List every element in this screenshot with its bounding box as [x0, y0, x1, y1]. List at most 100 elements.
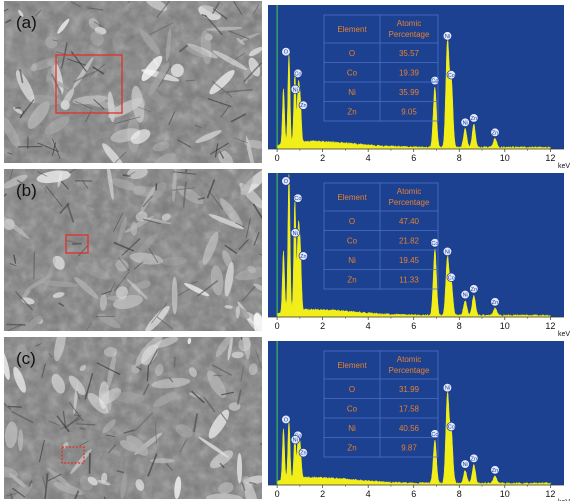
sem-edge: [64, 414, 82, 430]
x-tick-label: 6: [411, 321, 416, 331]
sem-flake: [145, 451, 164, 474]
sem-edge: [196, 280, 219, 298]
peak-marker: [293, 193, 303, 203]
sem-edge: [70, 1, 81, 8]
sem-edge: [147, 453, 158, 477]
sem-flake: [138, 233, 158, 254]
peak-marker: [298, 251, 308, 261]
sem-flake: [78, 261, 111, 280]
table-cell-value: 9.05: [401, 107, 417, 116]
x-tick-label: 10: [500, 153, 510, 163]
sem-flake: [139, 185, 156, 215]
peak-marker-label: O: [284, 50, 289, 56]
sem-flake: [209, 450, 234, 469]
sem-flake: [170, 63, 184, 78]
sem-flake: [218, 482, 234, 495]
sem-flake: [4, 218, 15, 230]
roi-rectangle: [55, 54, 123, 114]
sem-flake: [99, 388, 122, 405]
element-table: Element Atomic Percentage O 35.57 Co 19.39 Ni 35…: [323, 14, 439, 122]
x-tick-label: 0: [275, 153, 280, 163]
sem-edge: [154, 421, 157, 444]
table-header-atomic: Atomic: [397, 187, 421, 196]
sem-flake: [145, 305, 170, 331]
sem-edge: [116, 469, 125, 474]
sem-flake: [130, 221, 138, 237]
x-unit-label: keV: [558, 499, 570, 501]
table-header-percentage: Percentage: [389, 30, 430, 39]
peak-marker: [298, 448, 308, 458]
sem-edge: [47, 473, 62, 482]
table-cell-value: 11.33: [399, 275, 419, 284]
sem-flake: [112, 38, 119, 55]
sem-flake: [205, 493, 244, 499]
sem-flake: [204, 230, 222, 236]
sem-flake: [209, 70, 235, 95]
sem-edge: [234, 222, 244, 228]
sem-flake: [212, 50, 248, 71]
table-cell-element: Ni: [348, 88, 356, 97]
sem-flake: [224, 305, 233, 309]
peak-marker: [293, 68, 303, 79]
sem-edge: [52, 138, 61, 160]
sem-flake: [4, 174, 28, 189]
table-cell-value: 40.56: [399, 424, 420, 433]
sem-edge: [148, 349, 159, 366]
sem-flake: [110, 128, 141, 143]
sem-edge: [108, 281, 116, 296]
sem-flake: [47, 60, 54, 67]
table-cell-element: Zn: [347, 275, 356, 284]
sem-flake: [145, 1, 168, 12]
x-tick-label: 8: [457, 153, 462, 163]
table-header-element: Element: [337, 361, 367, 370]
sem-edge: [177, 288, 190, 297]
sem-edge: [19, 99, 35, 118]
sem-flake: [90, 31, 104, 46]
sem-edge: [172, 171, 197, 175]
peak-marker-label: Ni: [445, 249, 450, 255]
sem-edge: [68, 169, 77, 174]
sem-edge: [122, 174, 131, 177]
peak-marker-label: Ni: [463, 293, 468, 299]
sem-flake: [244, 140, 262, 149]
sem-flake: [234, 266, 262, 281]
sem-edge: [211, 2, 220, 14]
peak-marker-label: Co: [448, 425, 455, 431]
sem-flake: [106, 295, 127, 301]
sem-flake: [46, 467, 71, 487]
sem-flake: [154, 337, 179, 348]
sem-flake: [57, 18, 70, 34]
sem-edge: [48, 352, 53, 358]
sem-flake: [45, 36, 58, 49]
sem-flake: [150, 458, 175, 464]
sem-edge: [210, 142, 229, 155]
spectrum-series: [276, 174, 551, 318]
sem-image-a: (a): [4, 1, 262, 163]
sem-flake: [88, 206, 95, 211]
sem-edge: [14, 107, 21, 109]
peak-marker: [446, 70, 456, 80]
sem-flake: [4, 349, 10, 380]
roi-rectangle: [61, 446, 85, 464]
sem-edge: [138, 106, 152, 113]
panel-c: (c) OCoNiZnCoNiCoNiZnZnElementAtomicPerc…: [0, 337, 576, 501]
sem-edge: [6, 324, 22, 331]
sem-flake: [87, 476, 98, 486]
x-tick-label: 10: [500, 489, 510, 499]
sem-edge: [89, 63, 105, 77]
sem-edge: [67, 58, 87, 66]
sem-flake: [172, 169, 177, 203]
sem-flake: [53, 482, 83, 496]
sem-image-c: (c): [4, 337, 262, 499]
sem-flake: [207, 370, 227, 399]
sem-edge: [155, 183, 158, 191]
sem-flake: [219, 197, 243, 228]
sem-edge: [103, 496, 106, 499]
peak-marker-label: Co: [431, 432, 438, 438]
sem-edge: [142, 218, 162, 225]
panel-a: (a) O Co Ni Zn Co Ni Co Ni Zn Zn Element Atomic Perc…: [0, 1, 576, 170]
spectrum-series: [276, 38, 551, 150]
table-cell-value: 9.87: [401, 443, 417, 452]
sem-flake: [39, 280, 79, 288]
x-tick-label: 4: [366, 153, 371, 163]
